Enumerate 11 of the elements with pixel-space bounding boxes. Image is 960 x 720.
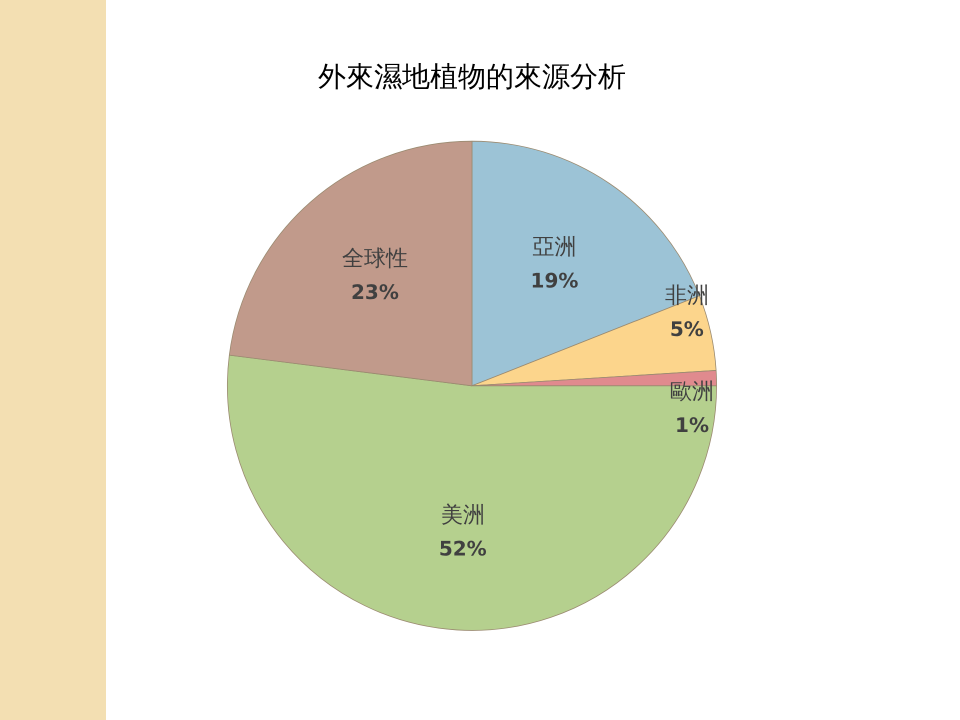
data-label: 5% (670, 316, 704, 341)
data-label: 52% (438, 536, 487, 560)
slice-label: 美洲 (440, 502, 485, 528)
slice-label: 全球性 (342, 246, 408, 272)
data-label: 1% (675, 413, 710, 438)
slice-label: 歐洲 (670, 380, 714, 405)
slice-label: 亞洲 (532, 235, 576, 260)
chart-title: 外來濕地植物的來源分析 (318, 60, 626, 94)
data-label: 23% (351, 280, 399, 304)
slice-label: 非洲 (664, 283, 709, 308)
data-label: 19% (530, 268, 578, 293)
